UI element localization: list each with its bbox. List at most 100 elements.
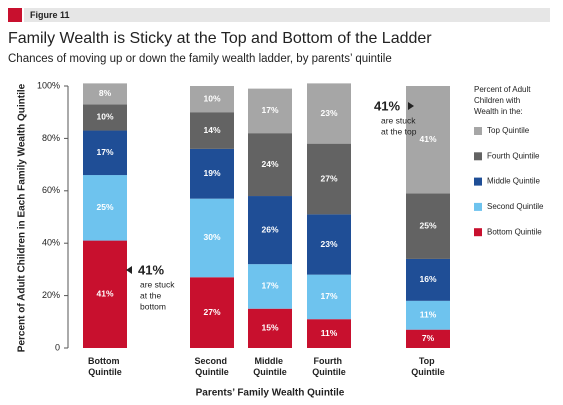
bar-segment — [83, 104, 127, 131]
value-label: 25% — [419, 220, 436, 230]
bar-segment — [406, 329, 450, 348]
y-tick-label: 80% — [42, 133, 60, 143]
legend-swatch — [474, 152, 482, 161]
value-label: 27% — [203, 307, 220, 317]
x-tick-label-line: Second — [194, 356, 229, 366]
value-label: 8% — [99, 88, 112, 98]
y-tick-label: 100% — [37, 80, 60, 90]
bar-segment — [307, 83, 351, 144]
bar-segment — [83, 130, 127, 176]
x-tick-label: Top Quintile — [411, 356, 445, 377]
x-axis-label: Parents’ Family Wealth Quintile — [196, 388, 345, 399]
annotation-text: at the top — [381, 126, 417, 136]
x-tick-label: Middle Quintile — [253, 356, 287, 377]
x-tick-label-line: Middle — [255, 356, 286, 366]
value-label: 23% — [320, 239, 337, 249]
y-axis-label: Percent of Adult Children in Each Family… — [17, 83, 28, 352]
bar-segment — [190, 198, 234, 278]
x-tick-label: Fourth Quintile — [312, 356, 346, 377]
legend-label: Bottom Quintile — [487, 227, 542, 236]
y-tick-label: 60% — [42, 185, 60, 195]
legend-label: Second Quintile — [487, 202, 544, 211]
x-tick-label-line: Quintile — [195, 367, 229, 377]
bar-segment — [406, 193, 450, 259]
annotation-text: bottom — [140, 301, 166, 311]
value-label: 17% — [261, 105, 278, 115]
bar-segment — [190, 277, 234, 348]
legend-label: Middle Quintile — [487, 177, 540, 186]
bar-segment — [406, 300, 450, 330]
value-label: 25% — [96, 202, 113, 212]
bar-segment — [248, 308, 292, 348]
x-tick-label-line: Quintile — [253, 367, 287, 377]
x-tick-label: Second Quintile — [194, 356, 229, 377]
legend-title: Children with — [474, 96, 520, 105]
value-label: 7% — [422, 333, 435, 343]
value-label: 16% — [419, 274, 436, 284]
bar-segment — [307, 274, 351, 320]
annotation-arrow — [408, 102, 414, 110]
legend-swatch — [474, 202, 482, 211]
x-tick-label-line: Top — [419, 356, 437, 366]
value-label: 19% — [203, 168, 220, 178]
legend-title: Wealth in the: — [474, 107, 523, 116]
value-label: 17% — [96, 147, 113, 157]
annotation-text: at the — [140, 290, 162, 300]
legend-swatch — [474, 177, 482, 186]
x-tick-label-line: Fourth — [314, 356, 345, 366]
x-tick-label-line: Bottom — [88, 356, 122, 366]
legend-swatch — [474, 228, 482, 237]
bar-segment — [406, 86, 450, 194]
value-label: 11% — [321, 328, 338, 338]
value-label: 41% — [419, 134, 436, 144]
value-label: 26% — [261, 224, 278, 234]
annotation-value: 41% — [138, 262, 164, 277]
value-label: 15% — [261, 323, 278, 333]
value-label: 10% — [203, 93, 220, 103]
value-label: 10% — [96, 112, 113, 122]
chart-title: Family Wealth is Sticky at the Top and B… — [8, 30, 432, 47]
annotation-text: are stuck — [140, 279, 175, 289]
bar-segment — [83, 240, 127, 348]
bar-segment — [248, 196, 292, 265]
value-label: 27% — [320, 173, 337, 183]
bar-segment — [190, 148, 234, 199]
y-tick-label: 0 — [55, 342, 60, 352]
legend-swatch — [474, 127, 482, 135]
x-tick-label-line: Quintile — [88, 367, 122, 377]
bar-segment — [83, 175, 127, 241]
x-tick-label-line: Quintile — [312, 367, 346, 377]
bar-segment — [248, 133, 292, 197]
legend-label: Top Quintile — [487, 126, 530, 135]
x-tick-label-line: Quintile — [411, 367, 445, 377]
value-label: 30% — [203, 232, 220, 242]
bar-segment — [190, 86, 234, 113]
bar-segment — [248, 264, 292, 309]
annotation-text: are stuck — [381, 115, 416, 125]
value-label: 23% — [320, 108, 337, 118]
value-label: 17% — [320, 291, 337, 301]
header-square — [8, 8, 22, 22]
bar-segment — [190, 112, 234, 149]
annotation-value: 41% — [374, 98, 400, 113]
chart-subtitle: Chances of moving up or down the family … — [8, 53, 392, 65]
figure-label: Figure 11 — [30, 10, 70, 20]
value-label: 41% — [96, 289, 113, 299]
header-band — [24, 8, 550, 22]
bar-segment — [406, 258, 450, 301]
x-tick-label: Bottom Quintile — [88, 356, 122, 377]
value-label: 14% — [203, 125, 220, 135]
bar-segment — [83, 83, 127, 105]
bar-segment — [307, 143, 351, 215]
legend-label: Fourth Quintile — [487, 151, 540, 160]
y-tick-label: 20% — [42, 290, 60, 300]
annotation-arrow — [126, 266, 132, 274]
bar-segment — [248, 88, 292, 134]
value-label: 17% — [261, 281, 278, 291]
legend-title: Percent of Adult — [474, 85, 531, 94]
y-tick-label: 40% — [42, 238, 60, 248]
value-label: 24% — [261, 159, 278, 169]
bar-segment — [307, 214, 351, 275]
value-label: 11% — [420, 310, 437, 320]
